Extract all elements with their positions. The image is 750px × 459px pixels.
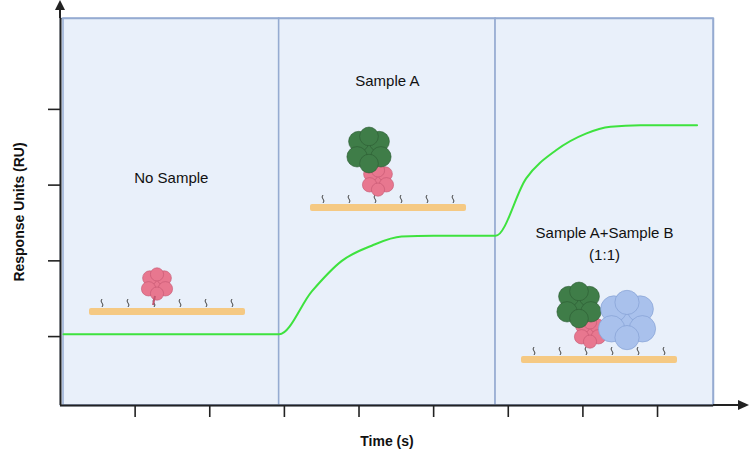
svg-text:Time (s): Time (s) bbox=[360, 433, 413, 449]
svg-text:(1:1): (1:1) bbox=[589, 246, 620, 263]
svg-text:Sample A: Sample A bbox=[355, 72, 419, 89]
svg-text:Sample A+Sample B: Sample A+Sample B bbox=[536, 224, 674, 241]
svg-text:Response Units (RU): Response Units (RU) bbox=[11, 142, 27, 281]
svg-text:No Sample: No Sample bbox=[134, 169, 208, 186]
